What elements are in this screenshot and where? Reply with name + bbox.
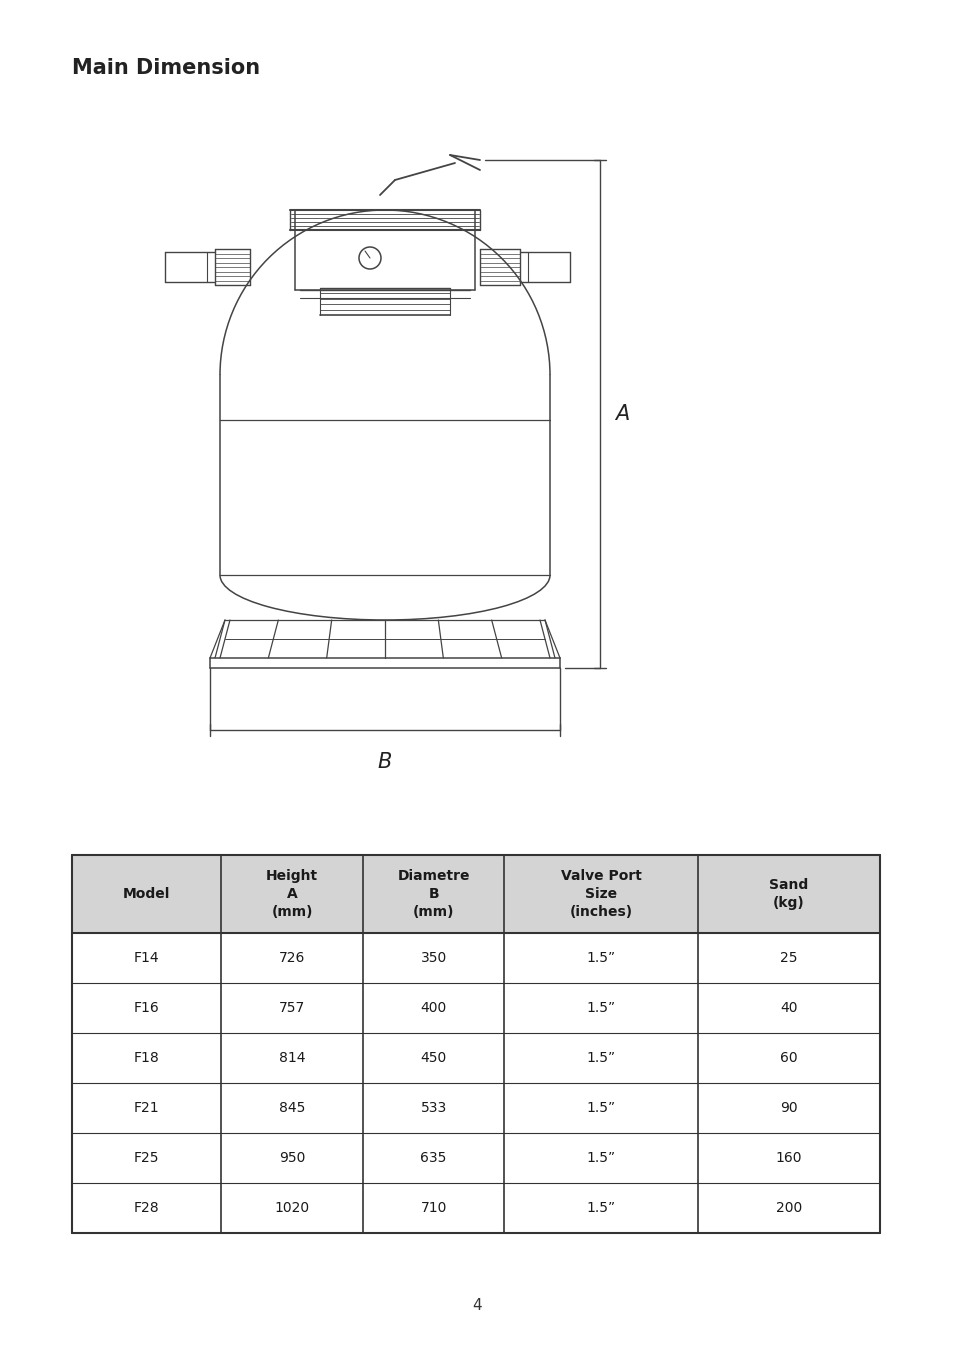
- Text: Valve Port
Size
(inches): Valve Port Size (inches): [560, 869, 641, 919]
- Text: F16: F16: [133, 1000, 159, 1015]
- Text: F14: F14: [133, 950, 159, 965]
- Text: 90: 90: [780, 1102, 797, 1115]
- Text: 1.5”: 1.5”: [586, 1102, 615, 1115]
- Text: A: A: [615, 404, 629, 424]
- Text: F18: F18: [133, 1052, 159, 1065]
- Text: 950: 950: [278, 1152, 305, 1165]
- Text: 400: 400: [420, 1000, 446, 1015]
- Text: Diametre
B
(mm): Diametre B (mm): [396, 869, 469, 919]
- Text: Model: Model: [123, 887, 171, 900]
- Text: 450: 450: [420, 1052, 446, 1065]
- Text: 4: 4: [472, 1297, 481, 1312]
- Text: 710: 710: [420, 1202, 446, 1215]
- Text: 200: 200: [775, 1202, 801, 1215]
- Text: F25: F25: [133, 1152, 159, 1165]
- Text: 60: 60: [780, 1052, 797, 1065]
- Text: Main Dimension: Main Dimension: [71, 58, 260, 78]
- Text: Height
A
(mm): Height A (mm): [266, 869, 318, 919]
- Text: 845: 845: [278, 1102, 305, 1115]
- Text: 635: 635: [420, 1152, 446, 1165]
- Text: 350: 350: [420, 950, 446, 965]
- Text: 1.5”: 1.5”: [586, 1052, 615, 1065]
- Text: 757: 757: [279, 1000, 305, 1015]
- Text: 814: 814: [278, 1052, 305, 1065]
- Text: F28: F28: [133, 1202, 159, 1215]
- Text: 1.5”: 1.5”: [586, 1152, 615, 1165]
- Text: 1020: 1020: [274, 1202, 310, 1215]
- Text: 40: 40: [780, 1000, 797, 1015]
- Text: 1.5”: 1.5”: [586, 1202, 615, 1215]
- Text: Sand
(kg): Sand (kg): [769, 878, 808, 910]
- Text: 1.5”: 1.5”: [586, 1000, 615, 1015]
- Text: B: B: [377, 752, 392, 772]
- Text: 1.5”: 1.5”: [586, 950, 615, 965]
- Text: F21: F21: [133, 1102, 159, 1115]
- Bar: [71, 1083, 879, 1133]
- Bar: [71, 983, 879, 1033]
- Text: 533: 533: [420, 1102, 446, 1115]
- Text: 160: 160: [775, 1152, 801, 1165]
- Bar: [71, 933, 879, 983]
- Bar: [71, 1133, 879, 1183]
- Bar: [71, 1183, 879, 1233]
- Bar: [71, 855, 879, 933]
- Text: 25: 25: [780, 950, 797, 965]
- Bar: [71, 1033, 879, 1083]
- Text: 726: 726: [278, 950, 305, 965]
